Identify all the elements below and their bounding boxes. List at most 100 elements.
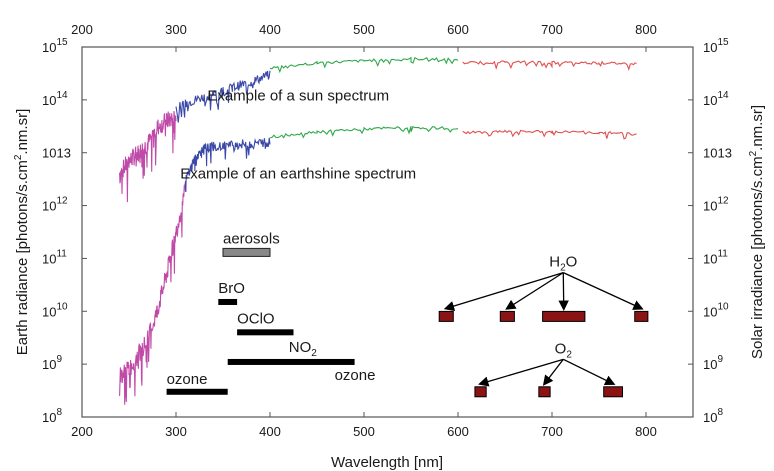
absorber-label-sub: 2 xyxy=(560,263,566,274)
band-label-main: OClO xyxy=(237,310,275,327)
y-tick-base: 10 xyxy=(42,40,56,55)
x-tick-label-bottom: 700 xyxy=(541,424,563,439)
y-tick-base: 10 xyxy=(42,93,56,108)
y-tick-label-left: 1012 xyxy=(42,196,68,214)
absorber-arrow xyxy=(478,358,564,387)
y-tick-label-right: 1014 xyxy=(703,90,729,108)
y-tick-base: 10 xyxy=(703,304,717,319)
sun-spectrum-segment xyxy=(119,110,177,203)
earthshine-spectrum-segment xyxy=(119,183,186,405)
y-tick-base: 10 xyxy=(42,357,56,372)
band-label-sub: 2 xyxy=(311,348,317,359)
absorber-label: H2O xyxy=(549,254,577,274)
band-label-main: ozone xyxy=(335,367,376,384)
band-label-main: NO xyxy=(289,339,312,356)
y-tick-base: 10 xyxy=(42,199,56,214)
left-y-axis-label-sup: 2 xyxy=(13,154,24,160)
absorber-box xyxy=(603,386,624,398)
band-label-aerosols: aerosols xyxy=(223,230,280,247)
y-tick-exp: 11 xyxy=(56,248,67,259)
y-tick-label-right: 1013 xyxy=(703,146,732,161)
band-bar-ozone xyxy=(166,388,228,395)
y-tick-base: 10 xyxy=(703,40,717,55)
x-tick-label-top: 800 xyxy=(635,22,657,37)
y-tick-exp: 9 xyxy=(717,354,723,365)
y-tick-label-left: 109 xyxy=(42,354,62,372)
annotation-labels: Example of a sun spectrum Example of an e… xyxy=(180,88,416,183)
absorber-box xyxy=(499,310,515,322)
left-y-axis-label: Earth radiance [photons/s.cm2.nm.sr] xyxy=(13,109,31,356)
absorber-box xyxy=(542,310,586,322)
y-tick-base: 1013 xyxy=(703,146,732,161)
y-tick-base: 10 xyxy=(703,199,717,214)
right-y-axis-label-tail: .nm.sr] xyxy=(749,105,766,151)
band-bar-BrO xyxy=(218,298,238,305)
earthshine-spectrum-segment xyxy=(184,137,271,193)
y-tick-base: 10 xyxy=(703,357,717,372)
x-tick-label-bottom: 300 xyxy=(165,424,187,439)
y-tick-exp: 10 xyxy=(717,301,729,312)
y-tick-exp: 14 xyxy=(717,90,729,101)
left-y-axis-label-main: Earth radiance [photons/s.cm xyxy=(14,160,31,355)
y-tick-exp: 12 xyxy=(717,196,729,207)
y-tick-label-left: 1014 xyxy=(42,90,68,108)
y-tick-exp: 8 xyxy=(717,407,723,418)
y-tick-base: 10 xyxy=(703,251,717,266)
y-tick-base: 10 xyxy=(42,251,56,266)
x-tick-label-bottom: 200 xyxy=(71,424,93,439)
absorber-box xyxy=(634,310,649,322)
absorber-arrow xyxy=(505,272,564,310)
right-y-axis-label-sup: 2 xyxy=(748,150,759,156)
y-tick-exp: 12 xyxy=(56,196,68,207)
y-tick-exp: 14 xyxy=(56,90,68,101)
band-label-NO: NO2 xyxy=(289,339,318,359)
absorber-label-main: O xyxy=(555,340,567,357)
y-tick-base: 10 xyxy=(42,304,56,319)
y-tick-exp: 15 xyxy=(717,37,729,48)
y-tick-label-left: 1013 xyxy=(42,146,71,161)
sun-spectrum-segment xyxy=(462,60,637,72)
sun-spectrum-segment xyxy=(269,56,459,74)
band-label-ozone: ozone xyxy=(167,371,208,388)
y-tick-label-right: 1012 xyxy=(703,196,729,214)
absorber-label: O2 xyxy=(555,340,573,360)
x-tick-label-top: 200 xyxy=(71,22,93,37)
absorber-arrow xyxy=(443,271,564,312)
absorber-label-main: H xyxy=(549,254,560,271)
y-tick-label-right: 1011 xyxy=(703,248,728,266)
y-tick-exp: 11 xyxy=(717,248,728,259)
band-label-OClO: OClO xyxy=(237,310,275,327)
absorber-label-tail: O xyxy=(566,254,578,271)
x-tick-label-top: 600 xyxy=(447,22,469,37)
x-tick-label-bottom: 800 xyxy=(635,424,657,439)
sun-spectrum-segment xyxy=(175,70,271,123)
earthshine-spectrum-segment xyxy=(269,125,459,139)
y-tick-base: 10 xyxy=(703,93,717,108)
earthshine-spectrum-segment xyxy=(462,129,637,140)
absorber-box xyxy=(538,386,551,398)
y-tick-label-right: 1015 xyxy=(703,37,729,55)
x-tick-label-top: 400 xyxy=(259,22,281,37)
x-tick-label-top: 300 xyxy=(165,22,187,37)
absorber-box xyxy=(438,310,454,322)
sun-spectrum-label: Example of a sun spectrum xyxy=(207,88,389,105)
band-label-main: BrO xyxy=(218,280,245,297)
left-y-axis-label-tail: .nm.sr] xyxy=(14,109,31,155)
plot-frame xyxy=(81,46,694,418)
y-tick-exp: 8 xyxy=(56,407,62,418)
absorber-arrow xyxy=(562,358,616,386)
x-axis-label: Wavelength [nm] xyxy=(331,454,443,471)
band-label-main: ozone xyxy=(167,371,208,388)
y-tick-base: 10 xyxy=(703,410,717,425)
y-tick-base: 1013 xyxy=(42,146,71,161)
x-tick-label-bottom: 600 xyxy=(447,424,469,439)
y-tick-label-left: 1015 xyxy=(42,37,68,55)
absorber-arrow xyxy=(563,272,644,310)
y-tick-label-left: 1010 xyxy=(42,301,68,319)
x-tick-label-top: 700 xyxy=(541,22,563,37)
absorber-box xyxy=(474,386,487,398)
spectrum-series xyxy=(119,56,637,405)
y-tick-label-left: 1011 xyxy=(42,248,67,266)
